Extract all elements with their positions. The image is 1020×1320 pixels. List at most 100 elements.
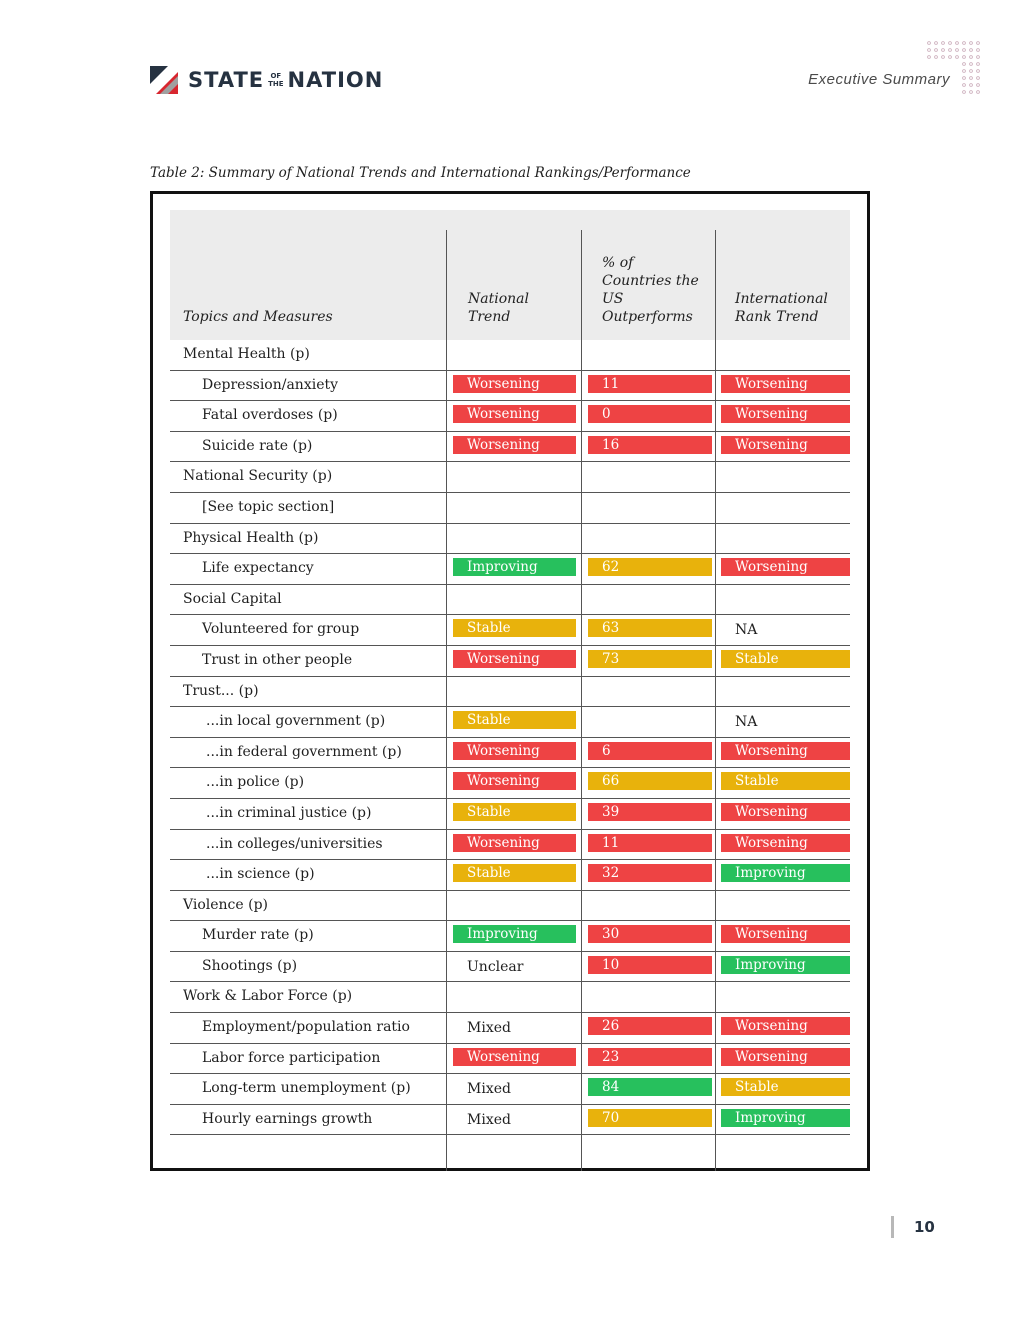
row-topic: ...in criminal justice (p): [206, 804, 372, 821]
row-topic: Mental Health (p): [183, 346, 310, 362]
row-topic: Trust in other people: [202, 651, 353, 668]
table-row: ...in criminal justice (p) Stable 39 Worsen…: [170, 799, 850, 830]
row-topic: National Security (p): [183, 468, 333, 485]
rank-trend-cell: Worsening: [721, 741, 850, 760]
row-topic: Trust... (p): [183, 682, 259, 699]
rank-trend-cell: Worsening: [721, 925, 850, 944]
percent-cell: 11: [588, 374, 712, 393]
row-topic: Physical Health (p): [183, 529, 319, 546]
row-topic: ...in police (p): [206, 774, 305, 791]
national-trend-cell: Mixed: [467, 1020, 511, 1037]
row-topic: Shootings (p): [202, 957, 298, 974]
percent-cell: 26: [588, 1017, 712, 1036]
percent-cell: 39: [588, 802, 712, 821]
table-row: Trust... (p): [170, 677, 850, 708]
rank-trend-cell: Worsening: [721, 802, 850, 821]
row-topic: ...in science (p): [206, 866, 315, 883]
percent-cell: 62: [588, 558, 712, 577]
brand-state: STATE: [188, 68, 265, 92]
table-row: Work & Labor Force (p): [170, 982, 850, 1014]
table-row: Employment/population ratio Mixed 26 Worsen…: [170, 1013, 850, 1044]
brand-logo: STATE OF THE NATION: [150, 65, 383, 95]
table-row: Shootings (p) Unclear 10 Improving: [170, 952, 850, 983]
table-row: Labor force participation Worsening 23 Wors…: [170, 1044, 850, 1075]
percent-cell: 73: [588, 649, 712, 668]
table-row: ...in science (p) Stable 32 Improving: [170, 860, 850, 891]
rank-trend-cell: Worsening: [721, 1017, 850, 1036]
decorative-dots-icon: [927, 41, 980, 94]
rank-trend-cell: Stable: [721, 772, 850, 791]
table-row: ...in federal government (p) Worsening 6 Wo…: [170, 738, 850, 769]
brand-wordmark: STATE OF THE NATION: [188, 68, 383, 92]
table-row: ...in colleges/universities Worsening 11 Wo…: [170, 830, 850, 861]
table-caption: Table 2: Summary of National Trends and …: [150, 165, 691, 181]
national-trend-cell: Stable: [453, 802, 576, 821]
table-frame: [150, 191, 870, 1171]
column-divider: [446, 230, 447, 1172]
table-row: ...in local government (p) Stable NA: [170, 707, 850, 738]
table-row: Mental Health (p): [170, 340, 850, 371]
rank-trend-cell: Worsening: [721, 405, 850, 424]
national-trend-cell: Mixed: [467, 1111, 511, 1128]
percent-cell: 16: [588, 435, 712, 454]
row-topic: ...in federal government (p): [206, 743, 402, 760]
rank-trend-cell: Improving: [721, 955, 850, 974]
rank-trend-cell: Worsening: [721, 435, 850, 454]
national-trend-cell: Worsening: [453, 741, 576, 760]
percent-cell: 0: [588, 405, 712, 424]
row-topic: Fatal overdoses (p): [202, 407, 338, 424]
national-trend-cell: Worsening: [453, 649, 576, 668]
national-trend-cell: Improving: [453, 558, 576, 577]
rank-trend-cell: Worsening: [721, 558, 850, 577]
row-topic: Long-term unemployment (p): [202, 1080, 411, 1097]
footer-divider: [891, 1216, 894, 1238]
table-row: Social Capital: [170, 585, 850, 616]
national-trend-cell: Unclear: [467, 958, 524, 975]
national-trend-cell: Stable: [453, 711, 576, 730]
table-row: Physical Health (p): [170, 524, 850, 555]
row-topic: Labor force participation: [202, 1049, 381, 1066]
national-trend-cell: Worsening: [453, 772, 576, 791]
national-trend-cell: Mixed: [467, 1081, 511, 1098]
header-rank-trend: International Rank Trend: [735, 291, 828, 325]
table-row: Volunteered for group Stable 63 NA: [170, 615, 850, 646]
percent-cell: 6: [588, 741, 712, 760]
table-row: Suicide rate (p) Worsening 16 Worsening: [170, 432, 850, 463]
percent-cell: 30: [588, 925, 712, 944]
table-row: Violence (p): [170, 891, 850, 922]
table-row: ...in police (p) Worsening 66 Stable: [170, 768, 850, 799]
table-row: Long-term unemployment (p) Mixed 84 Stable: [170, 1074, 850, 1105]
percent-cell: 66: [588, 772, 712, 791]
percent-cell: 11: [588, 833, 712, 852]
table-row: Depression/anxiety Worsening 11 Worsening: [170, 371, 850, 402]
table-body: Mental Health (p) Depression/anxiety Worse…: [170, 340, 850, 1136]
row-topic: Depression/anxiety: [202, 376, 339, 393]
national-trend-cell: Worsening: [453, 833, 576, 852]
national-trend-cell: Worsening: [453, 405, 576, 424]
percent-cell: 84: [588, 1078, 712, 1097]
section-title: Executive Summary: [808, 71, 950, 88]
page-number: 10: [914, 1218, 935, 1236]
header-percent-outperforms: % of Countries the US Outperforms: [602, 255, 699, 325]
row-topic: Employment/population ratio: [202, 1019, 410, 1036]
flag-icon: [150, 66, 178, 94]
national-trend-cell: Worsening: [453, 374, 576, 393]
row-topic: ...in colleges/universities: [206, 835, 383, 852]
rank-trend-cell: Worsening: [721, 1047, 850, 1066]
row-topic: Hourly earnings growth: [202, 1110, 373, 1127]
national-trend-cell: Worsening: [453, 1047, 576, 1066]
table-row: Trust in other people Worsening 73 Stable: [170, 646, 850, 677]
row-topic: [See topic section]: [202, 498, 335, 515]
rank-trend-cell: Worsening: [721, 833, 850, 852]
rank-trend-cell: NA: [735, 714, 758, 731]
table-row: [See topic section]: [170, 493, 850, 524]
percent-cell: 10: [588, 955, 712, 974]
row-topic: Social Capital: [183, 590, 282, 607]
row-topic: Suicide rate (p): [202, 437, 313, 454]
header-topics: Topics and Measures: [183, 309, 333, 325]
row-topic: Murder rate (p): [202, 927, 314, 944]
header-national-trend: National Trend: [468, 291, 529, 325]
row-topic: Work & Labor Force (p): [183, 988, 353, 1005]
row-topic: Volunteered for group: [202, 621, 360, 638]
column-divider: [715, 230, 716, 1172]
